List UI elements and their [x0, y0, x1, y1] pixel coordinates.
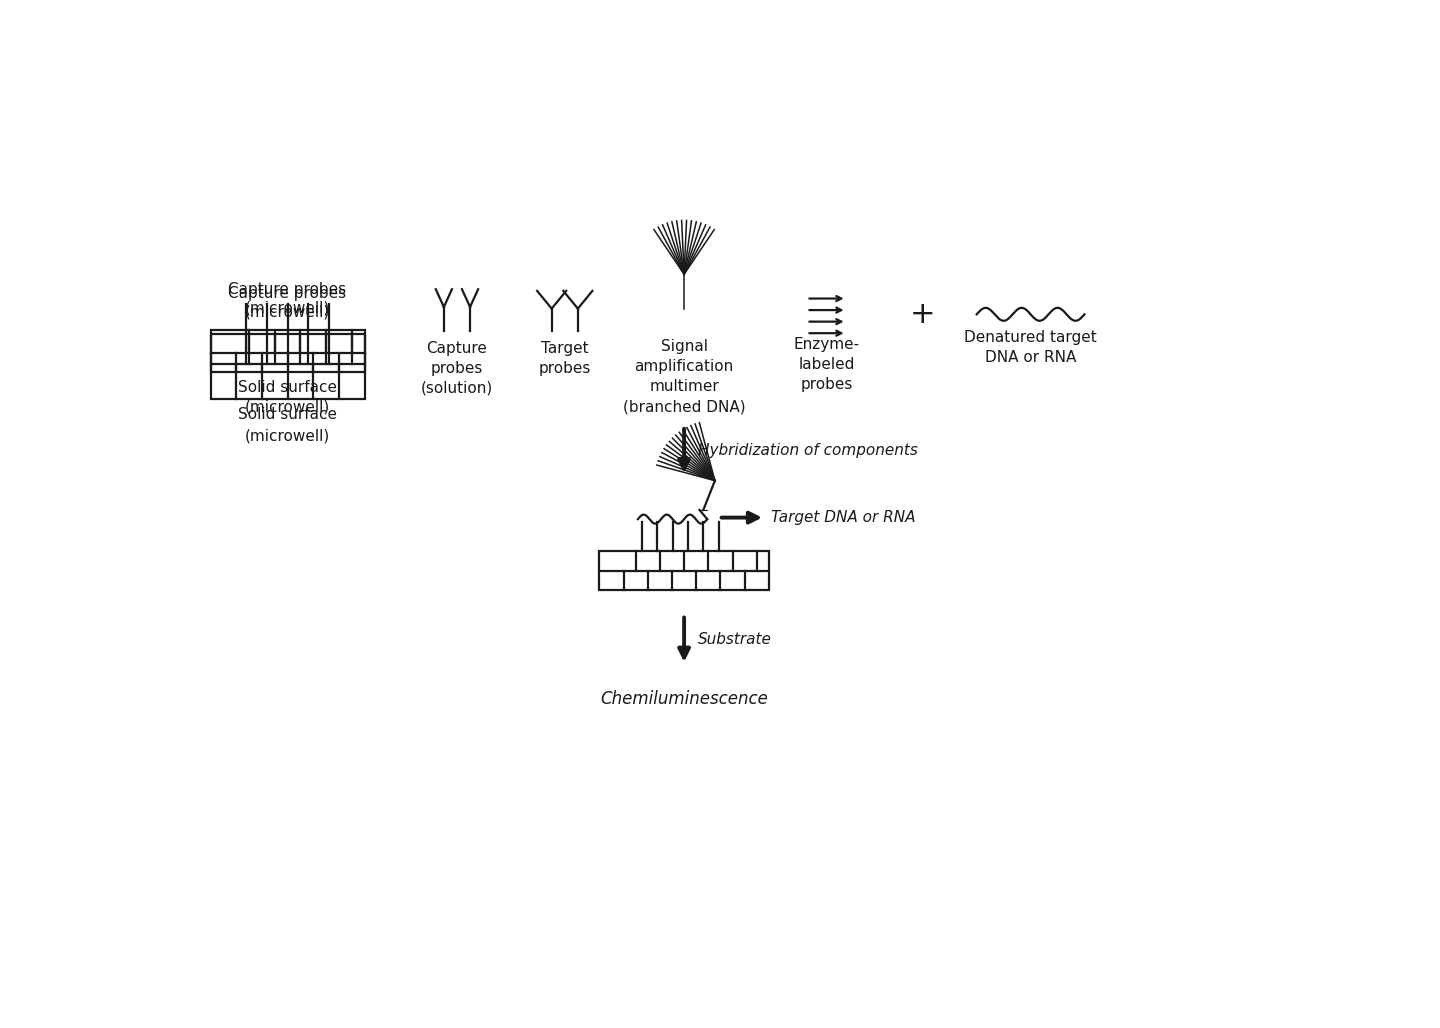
Text: Substrate: Substrate	[698, 632, 772, 648]
Text: Enzyme-: Enzyme-	[793, 337, 860, 353]
Text: (microwell): (microwell)	[245, 301, 330, 316]
Bar	[599, 551, 769, 590]
Text: Capture probes: Capture probes	[229, 283, 347, 297]
Text: (microwell): (microwell)	[245, 400, 330, 414]
Text: (microwell): (microwell)	[245, 304, 330, 320]
Text: (solution): (solution)	[420, 380, 492, 396]
Text: probes: probes	[801, 377, 852, 393]
Text: (microwell): (microwell)	[245, 429, 330, 443]
Bar	[210, 330, 364, 399]
Text: multimer: multimer	[649, 379, 719, 394]
Text: +: +	[910, 300, 936, 329]
Text: Target: Target	[541, 340, 589, 356]
Text: DNA or RNA: DNA or RNA	[985, 350, 1076, 365]
Text: probes: probes	[539, 361, 590, 375]
Bar	[210, 333, 364, 372]
Text: Hybridization of components: Hybridization of components	[698, 443, 917, 458]
Text: probes: probes	[431, 361, 484, 375]
Text: amplification: amplification	[635, 359, 734, 374]
Text: Capture probes: Capture probes	[229, 286, 347, 301]
Text: Denatured target: Denatured target	[965, 330, 1097, 344]
Text: Target DNA or RNA: Target DNA or RNA	[770, 510, 916, 525]
Text: Solid surface: Solid surface	[238, 379, 337, 395]
Text: Chemiluminescence: Chemiluminescence	[600, 691, 768, 708]
Text: Signal: Signal	[661, 339, 707, 354]
Text: Solid surface: Solid surface	[238, 407, 337, 421]
Text: Capture: Capture	[426, 340, 487, 356]
Text: labeled: labeled	[798, 358, 855, 372]
Text: (branched DNA): (branched DNA)	[622, 399, 746, 414]
